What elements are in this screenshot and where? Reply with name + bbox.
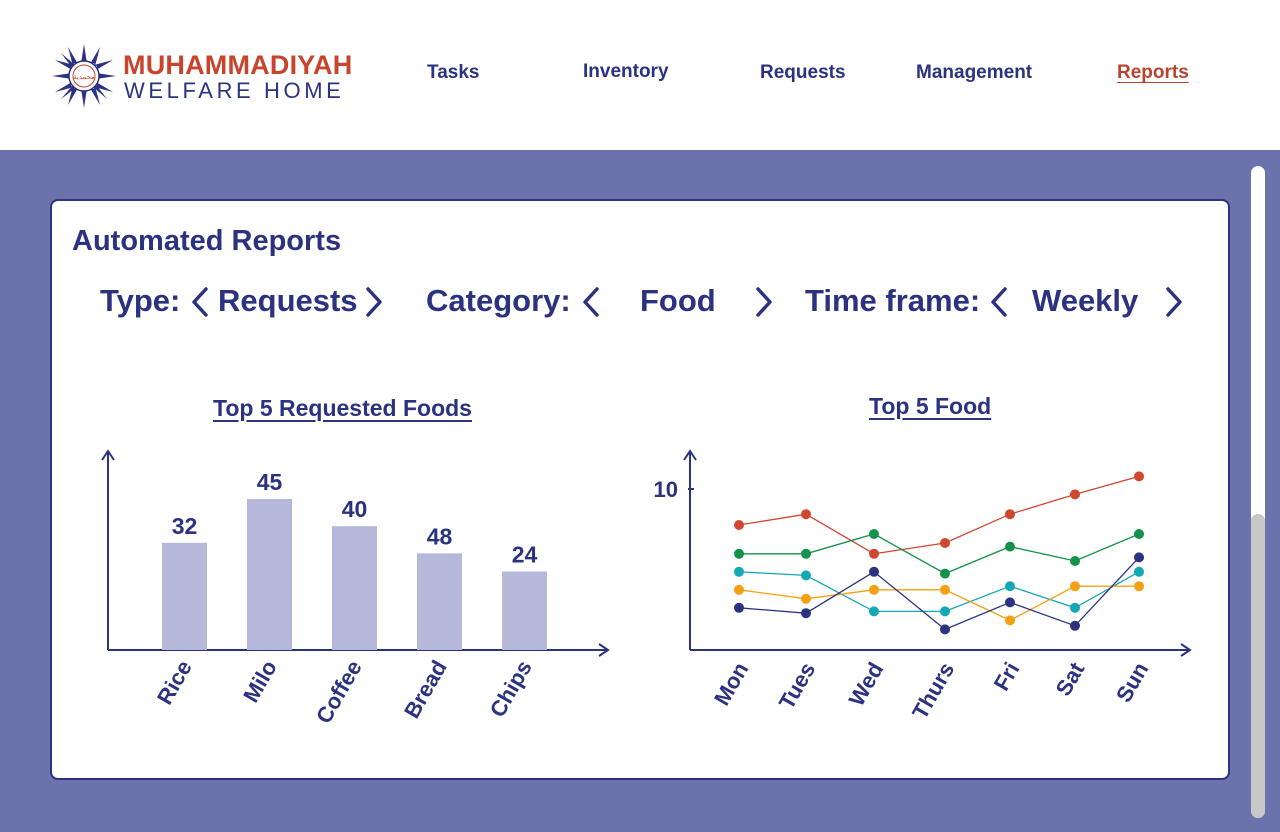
bar-category-label: Coffee bbox=[311, 656, 367, 728]
category-prev-chevron-icon[interactable] bbox=[579, 284, 603, 320]
timeframe-next-chevron-icon[interactable] bbox=[1162, 284, 1186, 320]
series-point bbox=[940, 538, 950, 548]
series-point bbox=[801, 593, 811, 604]
bar-y-axis-arrow-icon bbox=[101, 449, 115, 461]
series-point bbox=[801, 548, 811, 559]
line-chart-axes: 10 bbox=[654, 449, 1192, 657]
scrollbar-thumb[interactable] bbox=[1251, 514, 1265, 818]
series-point bbox=[1070, 620, 1080, 631]
x-category-label: Sun bbox=[1111, 658, 1153, 706]
series-point bbox=[801, 570, 811, 581]
sun-emblem-icon: محمدية bbox=[52, 44, 116, 108]
series-point bbox=[869, 584, 879, 595]
bar-category-label: Rice bbox=[152, 656, 197, 709]
bar-value-label: 40 bbox=[342, 496, 368, 522]
bar-category-label: Chips bbox=[485, 656, 537, 721]
series-line-1 bbox=[739, 533, 1140, 575]
type-prev-chevron-icon[interactable] bbox=[188, 284, 212, 320]
nav-tasks[interactable]: Tasks bbox=[427, 62, 480, 83]
series-line-3 bbox=[738, 585, 1139, 622]
brand-name-primary: MUHAMMADIYAH bbox=[123, 50, 353, 80]
bar-bread bbox=[417, 553, 462, 650]
type-next-chevron-icon[interactable] bbox=[362, 284, 386, 320]
type-filter-label: Type: bbox=[100, 283, 181, 318]
series-point bbox=[940, 568, 950, 579]
category-next-chevron-icon[interactable] bbox=[752, 284, 776, 320]
line-x-axis-arrow-icon bbox=[1180, 643, 1192, 657]
series-point bbox=[1070, 489, 1080, 500]
bar-value-label: 48 bbox=[427, 523, 453, 549]
series-point bbox=[1134, 581, 1144, 592]
nav-management[interactable]: Management bbox=[916, 62, 1033, 83]
x-category-label: Wed bbox=[844, 658, 889, 710]
bar-chart-title: Top 5 Requested Foods bbox=[213, 395, 472, 421]
x-category-label: Mon bbox=[709, 658, 753, 710]
category-filter-value: Food bbox=[640, 283, 716, 318]
series-point bbox=[869, 529, 879, 539]
category-filter-label: Category: bbox=[426, 283, 571, 318]
series-point bbox=[734, 566, 744, 577]
series-point bbox=[1005, 615, 1015, 626]
nav-reports[interactable]: Reports bbox=[1117, 62, 1189, 83]
series-point bbox=[940, 624, 950, 635]
top-header: محمدية MUHAMMADIYAH WELFARE HOME Tasks I… bbox=[0, 0, 1280, 150]
x-category-label: Thurs bbox=[907, 658, 959, 723]
bar-chart: 32 Rice 45 Milo 40 Coffee 48 Bread 24 Chips bbox=[101, 449, 610, 728]
bar-category-label: Bread bbox=[399, 656, 452, 723]
series-point bbox=[1134, 471, 1144, 482]
timeframe-prev-chevron-icon[interactable] bbox=[987, 284, 1011, 320]
series-point bbox=[940, 584, 950, 595]
nav-requests[interactable]: Requests bbox=[760, 62, 846, 83]
series-point bbox=[1070, 581, 1080, 592]
logo-glyph: محمدية bbox=[73, 74, 95, 81]
series-point bbox=[869, 548, 879, 559]
series-point bbox=[1070, 556, 1080, 566]
series-point bbox=[734, 602, 744, 613]
type-filter-value: Requests bbox=[218, 283, 358, 318]
series-point bbox=[1070, 602, 1080, 613]
bar-value-label: 45 bbox=[257, 469, 283, 495]
bar-x-axis-arrow-icon bbox=[598, 643, 610, 657]
series-point bbox=[734, 584, 744, 595]
timeframe-filter-label: Time frame: bbox=[805, 283, 981, 318]
bar-rice bbox=[162, 542, 207, 650]
bar-coffee bbox=[332, 526, 377, 650]
timeframe-filter-value: Weekly bbox=[1032, 283, 1139, 318]
series-point bbox=[1134, 552, 1144, 563]
series-point bbox=[734, 520, 744, 530]
bar-value-label: 32 bbox=[172, 513, 198, 539]
line-chart: 10 Mon Tues Wed Thurs Fri Sat Sun bbox=[654, 449, 1192, 723]
series-point bbox=[801, 509, 811, 520]
series-point bbox=[1005, 597, 1015, 608]
bar-value-label: 24 bbox=[512, 541, 538, 567]
x-category-label: Fri bbox=[989, 658, 1025, 695]
series-line-4 bbox=[738, 556, 1140, 631]
report-title: Automated Reports bbox=[72, 225, 342, 257]
line-chart-title: Top 5 Food bbox=[869, 393, 992, 419]
x-category-label: Tues bbox=[774, 658, 821, 714]
series-point bbox=[801, 608, 811, 619]
series-point bbox=[869, 566, 879, 577]
series-point bbox=[1134, 529, 1144, 539]
report-card bbox=[50, 199, 1230, 780]
y-tick-label: 10 bbox=[654, 477, 678, 502]
line-y-axis-arrow-icon bbox=[683, 449, 697, 461]
series-point bbox=[734, 548, 744, 559]
series-point bbox=[1005, 509, 1015, 520]
series-point bbox=[1005, 581, 1015, 592]
x-category-label: Sat bbox=[1051, 657, 1090, 700]
bar-chips bbox=[502, 571, 547, 650]
series-point bbox=[869, 606, 879, 617]
bar-category-label: Milo bbox=[238, 656, 282, 707]
brand-name-secondary: WELFARE HOME bbox=[124, 78, 345, 103]
series-line-0 bbox=[738, 475, 1140, 555]
nav-inventory[interactable]: Inventory bbox=[583, 61, 669, 82]
series-point bbox=[1134, 566, 1144, 577]
bar-milo bbox=[247, 499, 292, 650]
series-point bbox=[1005, 541, 1015, 552]
series-point bbox=[940, 606, 950, 617]
